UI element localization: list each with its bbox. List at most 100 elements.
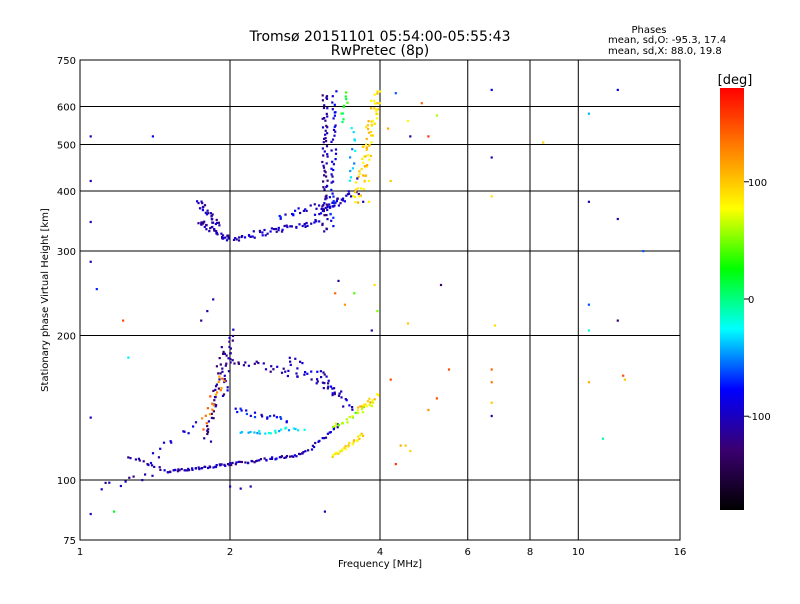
data-point (343, 303, 346, 306)
data-point (336, 197, 339, 200)
data-point (333, 103, 336, 106)
data-point (205, 422, 208, 425)
data-point (229, 485, 232, 488)
data-point (345, 91, 348, 94)
data-point (216, 233, 219, 236)
data-point (355, 190, 358, 193)
data-point (240, 235, 243, 239)
data-point (343, 446, 346, 449)
data-point (278, 214, 281, 218)
data-point (394, 92, 397, 95)
data-point (376, 90, 379, 93)
data-point (273, 414, 276, 417)
data-point (223, 374, 226, 377)
data-point (263, 228, 266, 232)
data-point (365, 148, 368, 151)
data-point (212, 298, 215, 301)
data-point (307, 449, 310, 452)
data-point (349, 169, 352, 173)
data-point (237, 361, 240, 364)
data-point (261, 415, 264, 418)
data-point (319, 212, 323, 215)
data-point (251, 460, 254, 463)
data-point (325, 197, 328, 200)
data-point (108, 481, 111, 484)
data-point (313, 213, 317, 216)
data-point (373, 283, 376, 287)
data-point (215, 230, 218, 233)
data-point (259, 458, 262, 461)
data-point (409, 449, 412, 453)
data-point (616, 319, 619, 322)
data-point (376, 102, 379, 105)
data-point (373, 102, 377, 105)
data-point (330, 173, 333, 176)
y-tick-label: 200 (57, 332, 76, 343)
data-point (272, 368, 275, 371)
data-point (253, 461, 256, 464)
data-point (341, 120, 344, 124)
data-point (332, 428, 335, 431)
data-point (375, 110, 378, 113)
data-point (326, 115, 329, 118)
data-point (222, 393, 226, 396)
data-point (228, 464, 231, 467)
data-point (270, 457, 274, 460)
data-point (299, 360, 302, 363)
data-point (266, 232, 269, 235)
data-point (304, 225, 307, 228)
data-point (320, 207, 323, 210)
data-point (375, 108, 378, 111)
data-point (211, 402, 214, 405)
data-point (299, 453, 302, 456)
data-point (228, 345, 231, 349)
data-point (248, 234, 251, 237)
data-point (242, 364, 245, 367)
data-point (237, 236, 241, 239)
data-point (351, 148, 354, 151)
data-point (364, 403, 367, 406)
data-point (616, 88, 619, 91)
data-point (323, 510, 326, 513)
data-point (376, 310, 379, 313)
data-point (362, 174, 365, 177)
data-point (311, 444, 314, 447)
data-point (89, 179, 92, 183)
data-point (370, 134, 373, 137)
data-point (286, 225, 289, 229)
data-point (237, 239, 241, 242)
phase-stats-x: mean, sd,X: 88.0, 19.8 (608, 46, 722, 57)
data-point (203, 204, 207, 207)
data-point (323, 169, 326, 172)
data-point (249, 430, 252, 434)
data-point (363, 179, 366, 182)
y-tick-label: 400 (57, 187, 76, 198)
data-point (119, 484, 122, 488)
data-point (258, 229, 261, 232)
data-point (435, 397, 438, 400)
data-point (220, 386, 223, 390)
data-point (227, 234, 230, 237)
data-point (362, 200, 365, 203)
data-point (279, 416, 282, 419)
data-point (235, 461, 238, 464)
data-point (208, 413, 212, 416)
data-point (362, 434, 365, 437)
data-point (281, 228, 284, 231)
data-point (587, 303, 590, 306)
data-point (89, 512, 92, 516)
x-tick-label: 6 (465, 547, 471, 558)
data-point (229, 462, 232, 465)
data-point (324, 129, 327, 132)
data-point (362, 161, 365, 164)
data-point (200, 200, 203, 203)
data-point (231, 334, 235, 338)
data-point (204, 211, 207, 214)
data-point (253, 362, 256, 365)
data-point (221, 370, 224, 373)
data-point (348, 404, 351, 407)
y-tick-label: 100 (57, 476, 76, 487)
data-point (323, 214, 326, 217)
data-point (326, 208, 329, 212)
